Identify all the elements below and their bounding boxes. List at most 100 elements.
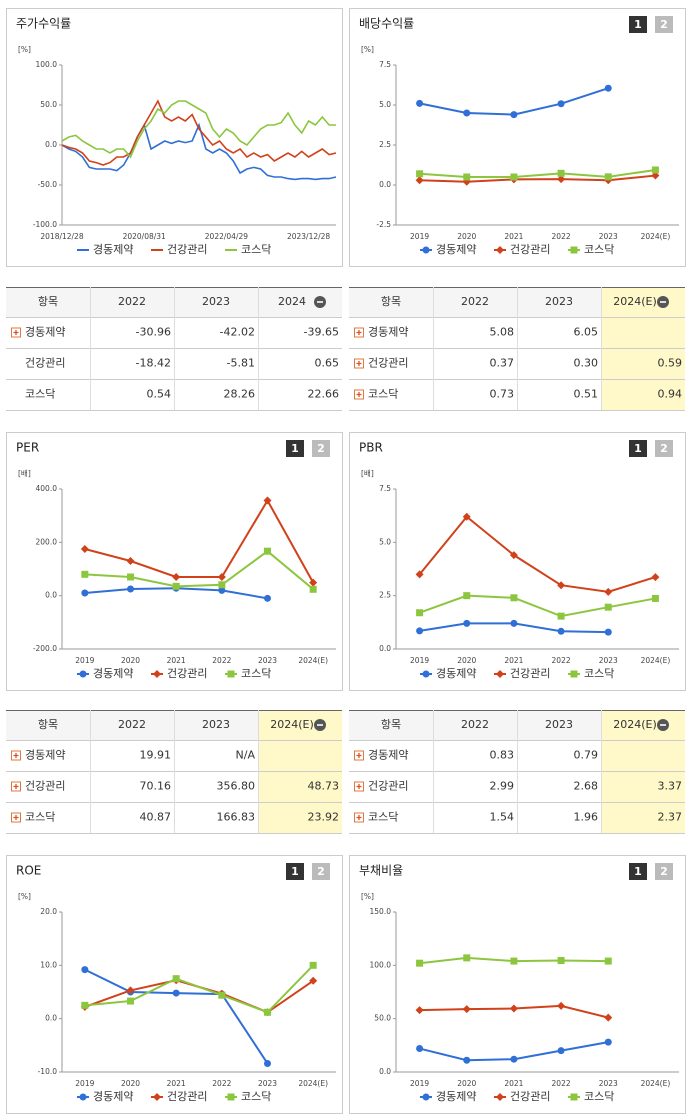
series-line xyxy=(84,979,314,1014)
marker xyxy=(264,1008,271,1016)
table-header: 2023 xyxy=(202,718,230,731)
row-name: 코스닥 xyxy=(368,811,398,824)
page-button[interactable] xyxy=(286,863,304,880)
marker xyxy=(172,975,180,983)
marker xyxy=(153,670,161,678)
marker xyxy=(604,1038,612,1046)
marker xyxy=(651,573,660,582)
table-cell: 3.37 xyxy=(658,780,683,793)
table-cell: 5.08 xyxy=(490,326,515,339)
page-button-label[interactable]: 2 xyxy=(660,442,668,455)
x-tick-label: 2024(E) xyxy=(641,232,671,241)
expand-icon-plus xyxy=(13,784,19,789)
row-name: 건강관리 xyxy=(25,780,65,793)
marker xyxy=(557,581,566,590)
legend-label: 건강관리 xyxy=(510,243,550,256)
panel-title: ROE xyxy=(16,864,41,878)
marker xyxy=(172,582,180,590)
series-line xyxy=(84,498,315,584)
y-tick-label: 2.5 xyxy=(379,591,391,600)
table-cell: 1.54 xyxy=(490,811,515,824)
page-button[interactable] xyxy=(655,16,673,33)
page-button-label[interactable]: 2 xyxy=(660,18,668,31)
y-tick-label: 200.0 xyxy=(36,537,58,546)
page-button-label[interactable]: 2 xyxy=(317,865,325,878)
legend-label: 코스닥 xyxy=(241,667,271,680)
marker xyxy=(415,176,424,185)
page-button-label[interactable]: 1 xyxy=(291,865,299,878)
x-tick-label: 2023 xyxy=(599,1079,618,1088)
page-button[interactable] xyxy=(629,16,647,33)
marker xyxy=(81,1001,89,1009)
y-tick-label: 0.0 xyxy=(45,591,57,600)
table-header: 2022 xyxy=(461,295,489,308)
y-tick-label: 150.0 xyxy=(370,907,392,916)
x-tick-label: 2022 xyxy=(212,1079,231,1088)
page-button-label[interactable]: 2 xyxy=(660,865,668,878)
panel xyxy=(349,855,686,1114)
marker xyxy=(127,997,134,1005)
unit-label: [배] xyxy=(18,469,31,478)
marker xyxy=(127,585,134,593)
page-button[interactable] xyxy=(629,440,647,457)
y-tick-label: 5.0 xyxy=(379,537,391,546)
page-button-label[interactable]: 1 xyxy=(634,18,642,31)
table-cell: 19.91 xyxy=(140,749,172,762)
page-button-label[interactable]: 1 xyxy=(634,442,642,455)
marker xyxy=(309,961,317,969)
y-tick-label: 20.0 xyxy=(40,907,57,916)
y-tick-label: -200.0 xyxy=(33,644,57,653)
y-tick-label: -50.0 xyxy=(38,180,58,189)
table-cell: -30.96 xyxy=(136,326,171,339)
marker xyxy=(604,1013,613,1022)
page-button[interactable] xyxy=(312,863,330,880)
page-button[interactable] xyxy=(312,440,330,457)
table-header: 2022 xyxy=(118,295,146,308)
series-line xyxy=(419,87,609,116)
panel xyxy=(349,8,686,267)
marker xyxy=(496,246,504,254)
marker xyxy=(264,547,271,555)
table-header: 2024 xyxy=(278,295,306,308)
table-cell: 2.68 xyxy=(574,780,599,793)
marker xyxy=(81,589,89,597)
page-button[interactable] xyxy=(655,440,673,457)
legend-label: 경동제약 xyxy=(436,1089,476,1103)
series-line xyxy=(84,964,314,1014)
page-button[interactable] xyxy=(286,440,304,457)
x-tick-label: 2019 xyxy=(410,1079,429,1088)
page-button-label[interactable]: 1 xyxy=(291,442,299,455)
page-button[interactable] xyxy=(655,863,673,880)
x-tick-label: 2020 xyxy=(457,656,476,665)
unit-label: [%] xyxy=(361,45,374,54)
unit-label: [%] xyxy=(18,892,31,901)
series-line xyxy=(61,99,337,166)
series-line xyxy=(419,174,656,183)
y-tick-label: 7.5 xyxy=(379,484,391,493)
panel-title: 배당수익률 xyxy=(359,17,414,31)
x-tick-label: 2024(E) xyxy=(641,656,671,665)
x-tick-label: 2023/12/28 xyxy=(287,232,330,241)
panel-title: 주가수익률 xyxy=(16,17,71,31)
y-tick-label: -100.0 xyxy=(33,220,57,229)
marker xyxy=(80,545,89,553)
marker xyxy=(463,1056,471,1064)
panel xyxy=(349,432,686,691)
legend-label: 경동제약 xyxy=(436,242,476,256)
table-cell: 0.30 xyxy=(574,357,599,370)
marker xyxy=(604,603,612,611)
table-header: 2022 xyxy=(461,718,489,731)
panel xyxy=(6,432,343,691)
marker xyxy=(510,957,518,965)
expand-icon-plus xyxy=(13,330,19,335)
x-tick-label: 2024(E) xyxy=(298,1079,328,1088)
y-tick-label: 0.0 xyxy=(379,1067,391,1076)
page-button[interactable] xyxy=(629,863,647,880)
legend-label: 경동제약 xyxy=(436,666,476,680)
page-button-label[interactable]: 1 xyxy=(634,865,642,878)
marker xyxy=(463,592,471,600)
marker xyxy=(510,173,518,181)
page-button-label[interactable]: 2 xyxy=(317,442,325,455)
row-name: 건강관리 xyxy=(25,357,65,370)
